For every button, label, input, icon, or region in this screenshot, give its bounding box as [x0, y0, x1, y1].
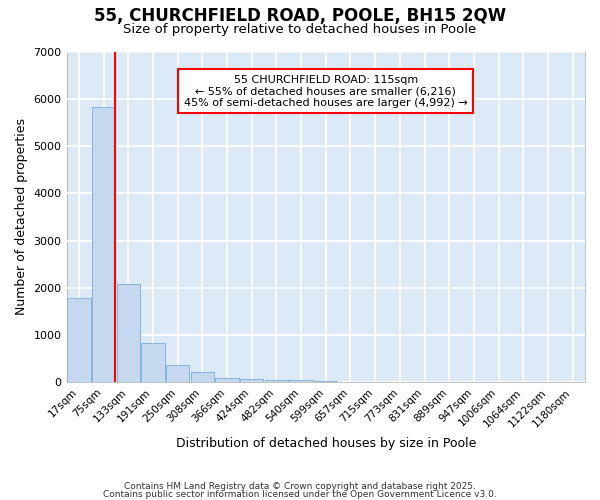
Bar [191, 372, 214, 382]
Y-axis label: Number of detached properties: Number of detached properties [15, 118, 28, 316]
Text: 55, CHURCHFIELD ROAD, POOLE, BH15 2QW: 55, CHURCHFIELD ROAD, POOLE, BH15 2QW [94, 8, 506, 26]
Bar [141, 342, 164, 382]
Bar [314, 381, 337, 382]
Bar [289, 380, 313, 382]
Text: Contains HM Land Registry data © Crown copyright and database right 2025.: Contains HM Land Registry data © Crown c… [124, 482, 476, 491]
Bar [116, 284, 140, 382]
Bar [166, 366, 190, 382]
Text: Contains public sector information licensed under the Open Government Licence v3: Contains public sector information licen… [103, 490, 497, 499]
X-axis label: Distribution of detached houses by size in Poole: Distribution of detached houses by size … [176, 437, 476, 450]
Text: Size of property relative to detached houses in Poole: Size of property relative to detached ho… [124, 22, 476, 36]
Bar [215, 378, 239, 382]
Text: 55 CHURCHFIELD ROAD: 115sqm
← 55% of detached houses are smaller (6,216)
45% of : 55 CHURCHFIELD ROAD: 115sqm ← 55% of det… [184, 74, 467, 108]
Bar [92, 108, 115, 382]
Bar [67, 298, 91, 382]
Bar [265, 380, 288, 382]
Bar [240, 379, 263, 382]
